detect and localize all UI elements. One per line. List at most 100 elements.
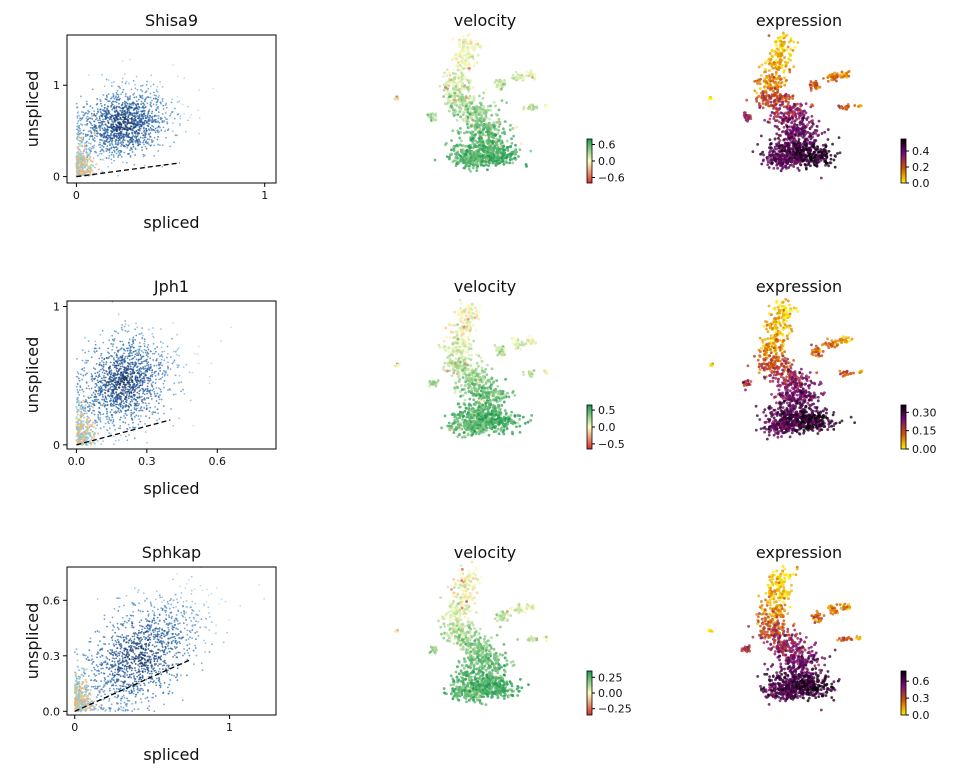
scatter-point xyxy=(171,110,174,113)
scatter-point xyxy=(122,88,125,91)
scatter-point xyxy=(154,382,157,384)
scatter-point xyxy=(139,143,142,146)
embedding-point xyxy=(455,59,459,63)
embedding-point xyxy=(491,149,495,153)
y-tick-label: 1 xyxy=(53,79,60,92)
scatter-point xyxy=(121,103,124,106)
scatter-point xyxy=(100,105,103,107)
scatter-point xyxy=(159,126,161,129)
scatter-point xyxy=(198,89,200,92)
embedding-point xyxy=(792,112,795,116)
scatter-point xyxy=(145,147,148,150)
embedding-point xyxy=(455,160,459,164)
scatter-point xyxy=(102,118,104,121)
scatter-point xyxy=(149,115,151,117)
scatter-point xyxy=(150,105,152,107)
scatter-point xyxy=(97,376,100,379)
embedding-point xyxy=(762,97,766,100)
embedding-point xyxy=(469,159,473,162)
scatter-point xyxy=(127,109,129,111)
scatter-point xyxy=(122,119,125,122)
scatter-point xyxy=(117,313,120,316)
embedding-point xyxy=(529,72,533,75)
scatter-point xyxy=(85,359,88,362)
scatter-point xyxy=(140,89,143,92)
scatter-point xyxy=(140,113,143,115)
scatter-point xyxy=(100,124,103,127)
scatter-point xyxy=(113,150,116,153)
x-axis-label: spliced xyxy=(143,213,199,232)
embedding-point xyxy=(799,156,803,160)
scatter-point xyxy=(146,102,149,105)
scatter-point xyxy=(136,121,139,123)
embedding-point xyxy=(786,125,789,129)
scatter-point xyxy=(98,117,101,120)
scatter-point xyxy=(119,365,122,368)
scatter-point xyxy=(83,113,86,115)
scatter-point xyxy=(155,114,158,117)
scatter-point xyxy=(102,375,105,377)
scatter-point xyxy=(138,392,140,395)
embedding-point xyxy=(788,70,792,74)
scatter-point xyxy=(131,151,134,153)
scatter-point xyxy=(153,352,156,355)
scatter-point xyxy=(75,158,79,161)
scatter-point xyxy=(112,128,115,131)
embedding-point xyxy=(459,103,462,107)
scatter-point xyxy=(101,398,103,401)
scatter-point xyxy=(99,121,102,124)
scatter-point xyxy=(135,115,138,118)
embedding-point xyxy=(786,103,790,106)
embedding-point xyxy=(781,100,785,104)
embedding-point xyxy=(508,158,512,162)
embedding-point xyxy=(458,143,462,147)
embedding-point xyxy=(472,47,476,51)
embedding-point xyxy=(776,107,779,111)
scatter-point xyxy=(121,81,124,83)
embedding-point xyxy=(445,68,449,71)
scatter-point xyxy=(99,416,102,419)
embedding-point xyxy=(498,83,502,86)
embedding-point xyxy=(465,60,469,64)
scatter-point xyxy=(118,113,121,115)
scatter-point xyxy=(130,349,132,352)
embedding-point xyxy=(461,54,465,58)
scatter-point xyxy=(145,130,148,133)
scatter-point xyxy=(120,93,122,96)
scatter-point xyxy=(139,345,142,348)
embedding-point xyxy=(451,111,455,115)
scatter-point xyxy=(142,102,145,105)
embedding-point xyxy=(506,153,510,157)
embedding-point xyxy=(513,156,517,160)
scatter-point xyxy=(132,134,135,137)
scatter-point xyxy=(105,150,108,152)
scatter-point xyxy=(121,116,124,118)
scatter-point xyxy=(162,126,165,129)
scatter-point xyxy=(138,409,141,412)
scatter-point xyxy=(165,118,167,120)
scatter-point xyxy=(154,350,157,353)
scatter-point xyxy=(174,134,177,137)
scatter-point xyxy=(79,129,81,132)
scatter-point xyxy=(76,151,80,154)
scatter-point xyxy=(92,400,95,403)
scatter-point xyxy=(178,100,181,103)
scatter-point xyxy=(179,122,181,125)
scatter-point xyxy=(144,422,146,425)
embedding-point xyxy=(809,105,813,109)
scatter-point xyxy=(128,127,131,130)
scatter-point xyxy=(94,127,97,130)
embedding-point xyxy=(459,55,463,59)
embedding-point xyxy=(816,155,819,159)
scatter-point xyxy=(113,149,116,152)
embedding-point xyxy=(508,155,512,159)
scatter-point xyxy=(110,130,113,132)
embedding-point xyxy=(472,154,476,158)
scatter-point xyxy=(101,73,103,76)
embedding-point xyxy=(487,138,491,142)
embedding-point xyxy=(469,38,473,42)
embedding-point xyxy=(452,96,455,100)
scatter-point xyxy=(117,111,119,114)
embedding-point xyxy=(824,159,827,163)
scatter-point xyxy=(114,140,117,142)
